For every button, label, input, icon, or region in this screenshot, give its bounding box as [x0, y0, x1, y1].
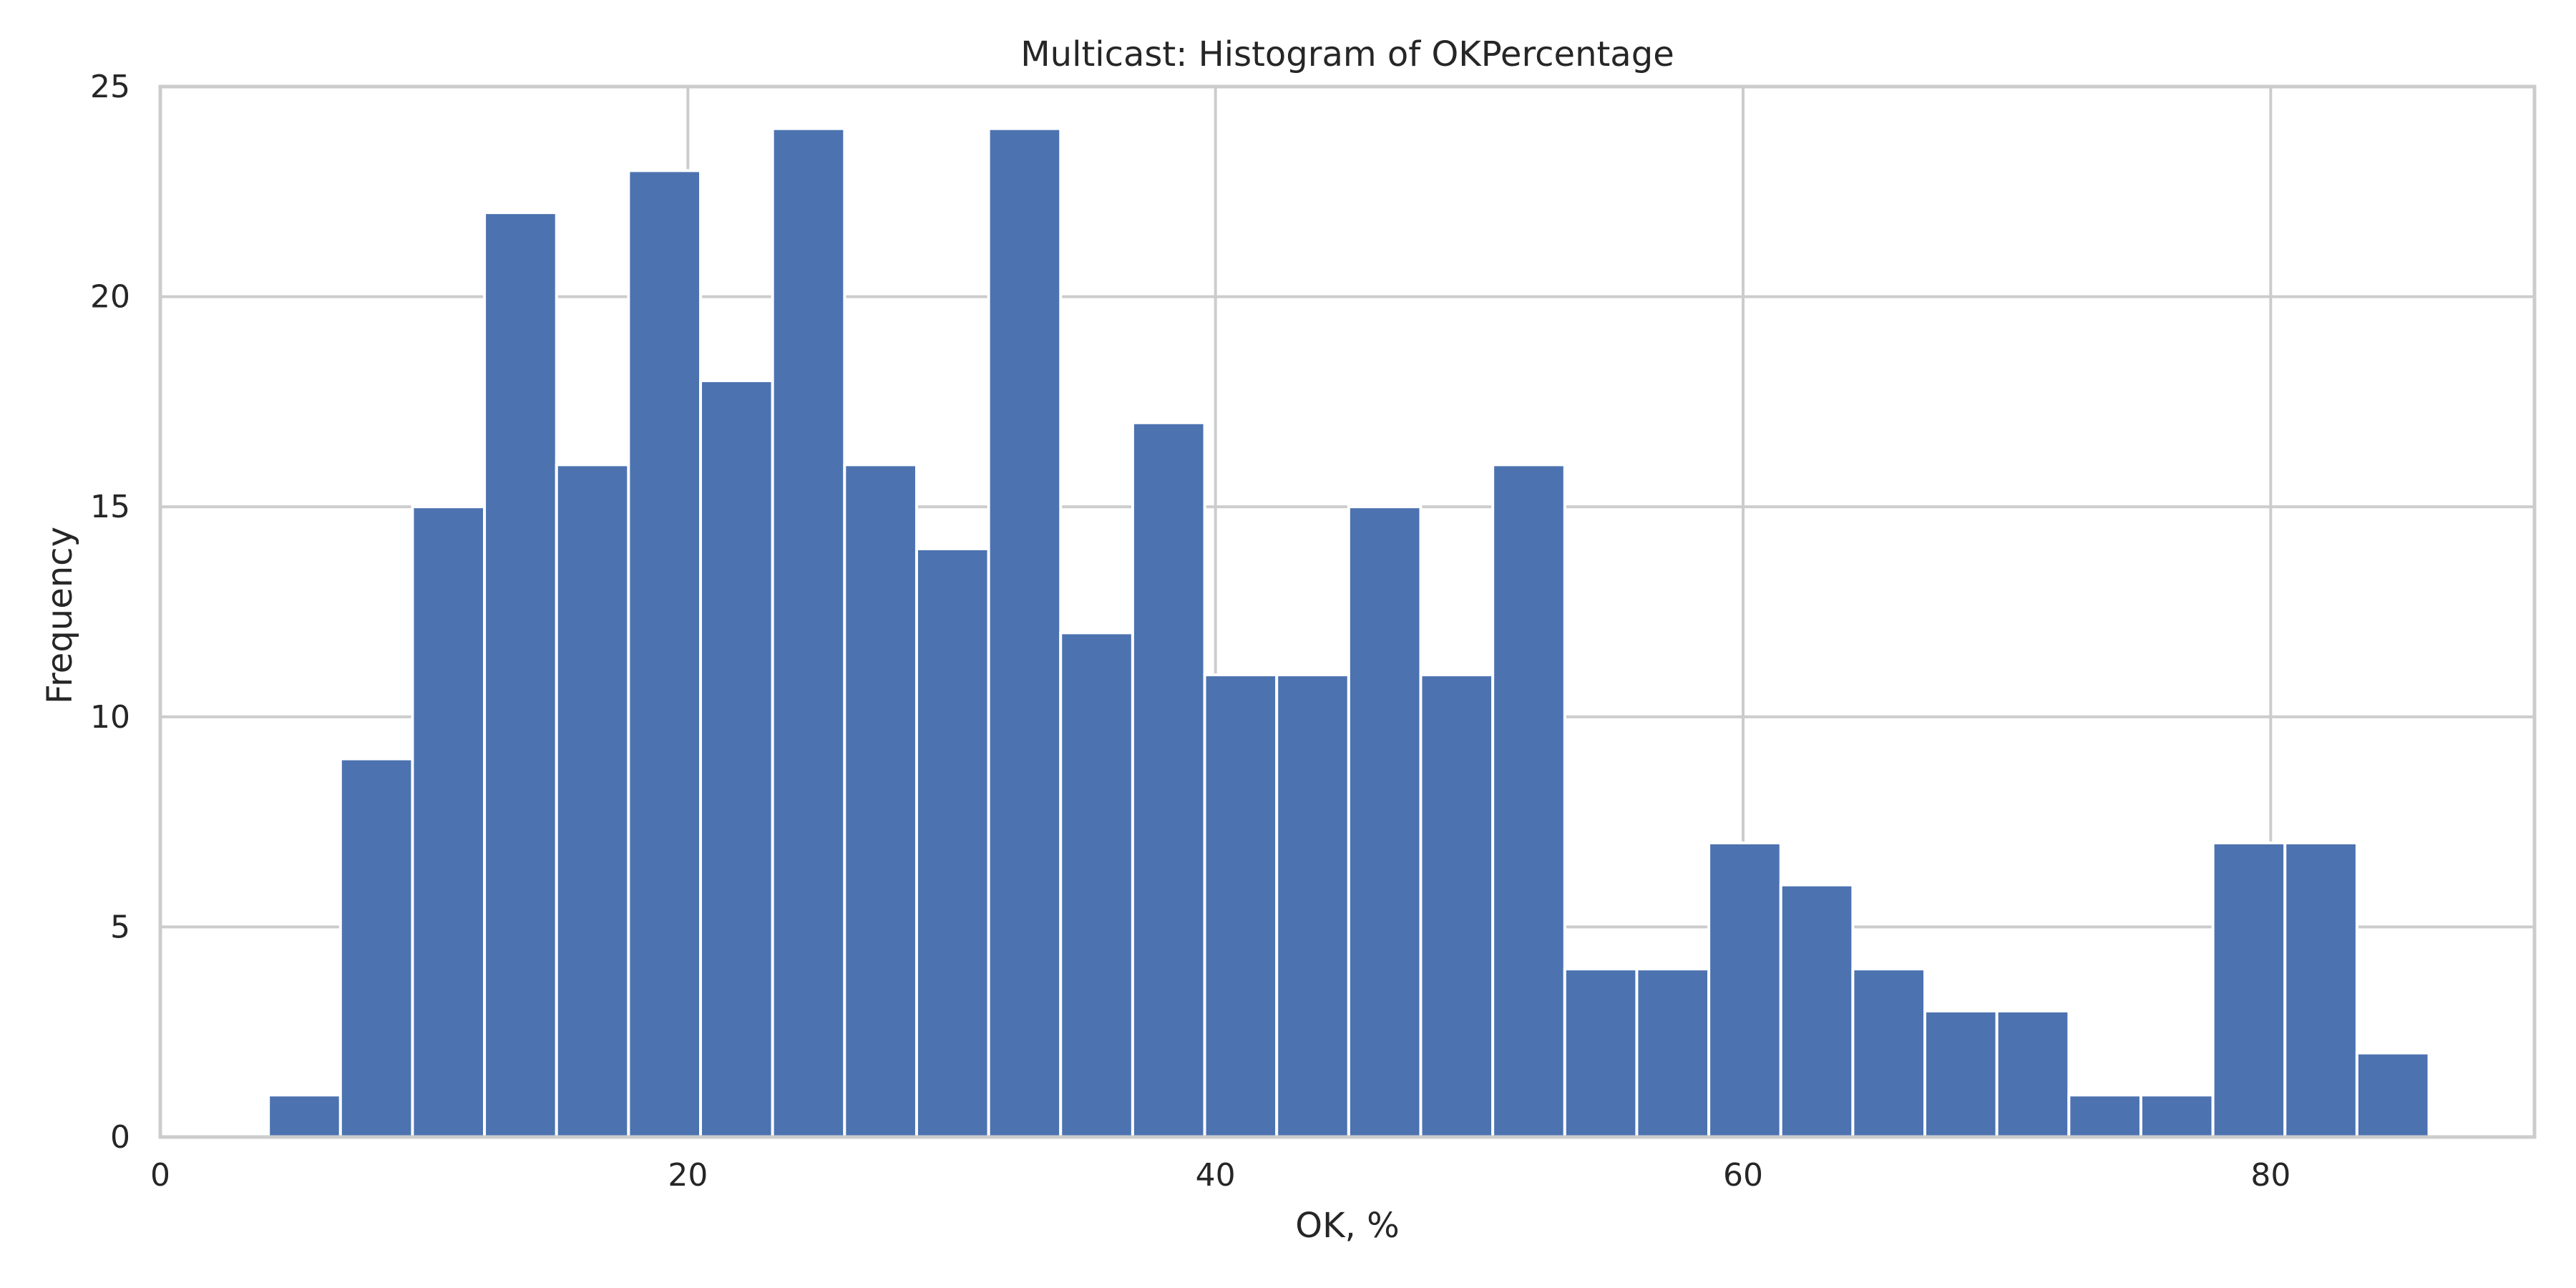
- histogram-bar: [2355, 1051, 2431, 1139]
- histogram-bar: [1563, 967, 1639, 1138]
- histogram-bar: [338, 757, 414, 1138]
- x-tick-label: 0: [150, 1157, 170, 1194]
- histogram-bar: [555, 463, 630, 1138]
- y-tick-label: 25: [90, 69, 130, 105]
- histogram-bar: [1923, 1009, 1999, 1138]
- histogram-bar: [1347, 505, 1423, 1138]
- histogram-bar: [1995, 1009, 2071, 1138]
- y-tick-label: 10: [90, 699, 130, 736]
- histogram-bar: [1131, 421, 1206, 1138]
- x-tick-label: 40: [1196, 1157, 1236, 1194]
- y-tick-label: 15: [90, 489, 130, 525]
- histogram-bar: [2067, 1093, 2142, 1139]
- histogram-bar: [2211, 841, 2287, 1138]
- y-tick-labels: 0 5 10 15 20 25: [90, 69, 130, 1156]
- histogram-bar: [1779, 883, 1855, 1139]
- x-tick-labels: 0 20 40 60 80: [150, 1157, 2290, 1194]
- histogram-bar: [267, 1093, 342, 1139]
- x-tick-label: 20: [668, 1157, 708, 1194]
- histogram-bars: [267, 127, 2431, 1139]
- x-tick-label: 80: [2250, 1157, 2290, 1194]
- histogram-bar: [1707, 841, 1782, 1138]
- histogram-bar: [627, 169, 703, 1139]
- histogram-bar: [843, 463, 918, 1138]
- histogram-bar: [411, 505, 487, 1138]
- y-tick-label: 5: [110, 909, 130, 945]
- histogram-bar: [1203, 673, 1279, 1138]
- histogram-bar: [2283, 841, 2358, 1138]
- histogram-bar: [1851, 967, 1927, 1138]
- x-axis-label: OK, %: [1295, 1206, 1399, 1246]
- histogram-bar: [483, 211, 558, 1138]
- histogram-bar: [1419, 673, 1495, 1138]
- histogram-bar: [1635, 967, 1711, 1138]
- histogram-bar: [2139, 1093, 2215, 1139]
- histogram-bar: [699, 379, 774, 1138]
- histogram-bar: [771, 127, 847, 1139]
- histogram-bar: [1275, 673, 1350, 1138]
- x-tick-label: 60: [1723, 1157, 1763, 1194]
- histogram-bar: [1059, 631, 1134, 1138]
- y-tick-label: 20: [90, 279, 130, 316]
- chart-title: Multicast: Histogram of OKPercentage: [1020, 34, 1674, 74]
- histogram-bar: [1491, 463, 1566, 1138]
- histogram-bar: [914, 547, 990, 1138]
- y-axis-label: Frequency: [40, 527, 80, 704]
- y-tick-label: 0: [110, 1119, 130, 1156]
- plot-frame: [158, 84, 2537, 1139]
- histogram-bar: [987, 127, 1063, 1139]
